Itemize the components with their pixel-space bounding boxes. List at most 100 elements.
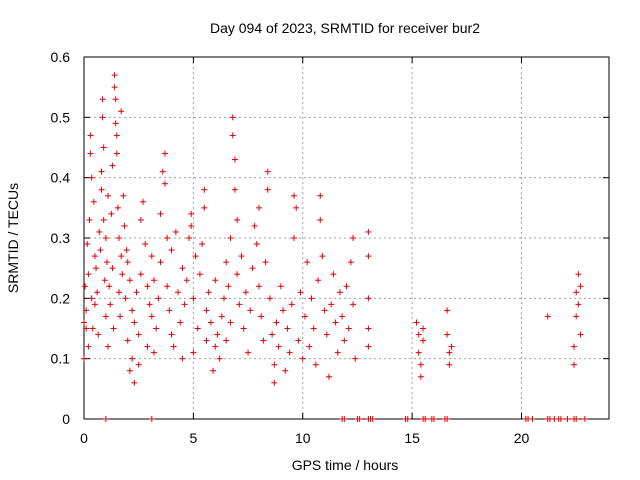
data-point [564,416,571,422]
data-point [157,210,164,217]
data-point [573,289,580,296]
data-point [297,289,304,296]
data-point [575,301,582,308]
data-point [225,283,232,290]
data-point [121,222,128,229]
data-point [420,337,427,344]
data-points [81,72,588,422]
data-point [109,265,116,272]
x-tick-label: 10 [295,430,311,446]
data-point [102,416,109,422]
data-point [81,319,87,326]
data-point [88,295,95,302]
data-point [142,241,149,248]
data-point [102,235,109,241]
data-point [194,325,201,332]
data-point [420,325,427,332]
data-point [123,247,130,254]
data-point [183,277,190,284]
data-point [98,186,105,193]
data-point [444,307,451,314]
data-point [201,186,208,193]
data-point [100,216,107,223]
data-point [129,355,136,362]
data-point [365,325,372,332]
data-point [83,307,90,314]
data-point [330,271,337,278]
data-point [304,259,311,266]
data-point [192,253,199,260]
data-point [282,367,289,374]
data-point [321,307,328,314]
data-point [84,241,91,248]
data-point [256,204,262,211]
data-point [319,253,326,260]
y-tick-label: 0.3 [51,230,71,246]
data-point [103,259,110,266]
data-point [144,283,151,290]
data-point [413,319,420,326]
data-point [352,355,359,362]
data-point [91,301,98,308]
data-point [109,162,116,169]
data-point [339,313,346,320]
data-point [234,216,241,223]
data-point [280,307,287,314]
data-point [122,295,129,302]
data-point [113,132,120,139]
x-axis-label: GPS time / hours [292,457,399,473]
data-point [82,283,89,290]
data-point [117,313,124,320]
data-point [168,247,175,254]
data-point [293,204,300,211]
data-point [258,313,265,320]
data-point [175,289,182,296]
data-point [131,379,138,386]
data-point [113,150,120,157]
data-point [256,283,262,290]
data-point [105,192,112,199]
data-point [234,271,241,278]
data-point [190,295,197,302]
data-point [575,271,582,278]
data-point [365,343,372,350]
data-point [422,416,429,422]
data-point [444,331,451,338]
data-point [172,228,179,235]
data-point [286,349,293,356]
data-point [306,343,313,350]
data-point [326,373,332,380]
data-point [137,216,144,223]
data-point [116,289,122,296]
data-point [131,319,138,326]
data-point [107,301,114,308]
data-point [110,325,117,332]
data-point [170,343,177,350]
data-point [334,349,341,356]
data-point [188,210,195,217]
data-point [133,289,140,296]
data-point [203,307,210,314]
data-point [251,222,258,229]
data-point [444,416,451,422]
data-point [573,313,580,320]
data-point [118,108,125,115]
data-point [236,301,243,308]
data-point [345,325,352,332]
data-point [216,355,223,362]
data-point [212,277,219,284]
data-point [81,355,87,362]
data-point [164,235,171,241]
data-point [308,295,315,302]
data-point [97,247,104,254]
data-point [446,361,453,368]
data-point [190,349,197,356]
data-point [266,295,273,302]
data-point [148,253,155,260]
data-point [415,349,422,356]
data-point [223,337,230,344]
data-point [199,241,206,248]
data-point [350,301,357,308]
data-point [271,361,278,368]
data-point [153,325,160,332]
